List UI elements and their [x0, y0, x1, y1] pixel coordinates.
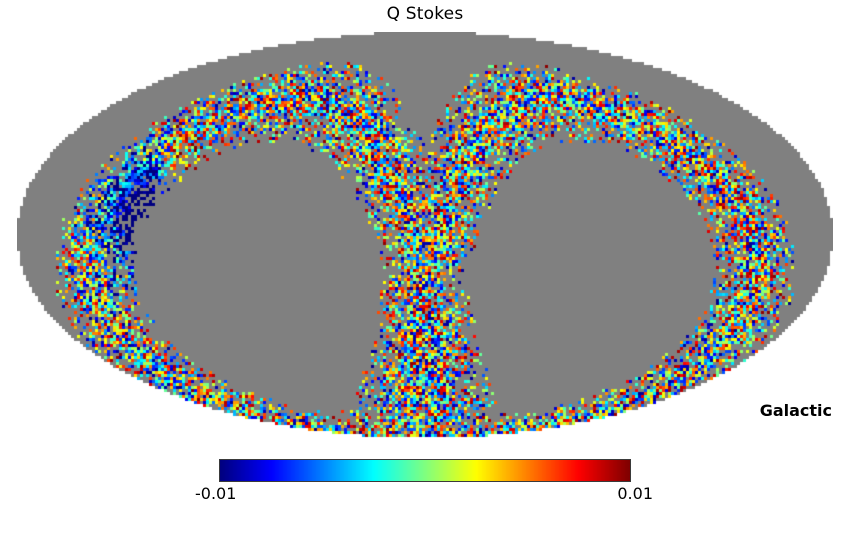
colorbar-gradient	[219, 459, 631, 482]
colorbar-tick-labels: -0.01 0.01	[195, 482, 653, 504]
colorbar-min-label: -0.01	[195, 484, 237, 503]
sky-map-canvas	[17, 32, 833, 438]
coordinate-frame-label: Galactic	[759, 401, 832, 420]
colorbar-max-label: 0.01	[617, 484, 653, 503]
page-title: Q Stokes	[386, 4, 464, 24]
colorbar: -0.01 0.01	[195, 459, 653, 505]
mollweide-sky-map	[17, 32, 833, 438]
